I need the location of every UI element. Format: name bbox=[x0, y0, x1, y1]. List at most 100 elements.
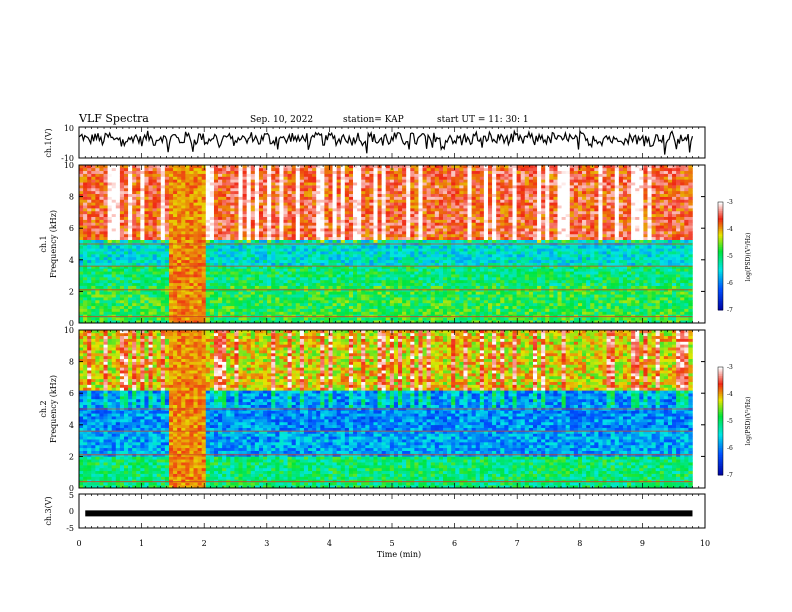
spectrogram-cell bbox=[385, 294, 391, 298]
spectrogram-cell bbox=[357, 279, 362, 284]
spectrogram-cell bbox=[87, 300, 92, 304]
spectrogram-cell bbox=[361, 285, 366, 289]
spectrogram-cell bbox=[258, 219, 264, 223]
spectrogram-cell bbox=[246, 196, 252, 200]
spectrogram-cell bbox=[254, 182, 260, 186]
spectrogram-cell bbox=[267, 294, 272, 298]
spectrogram-cell bbox=[132, 300, 137, 304]
spectrogram-cell bbox=[177, 173, 182, 177]
spectrogram-cell bbox=[426, 251, 432, 255]
spectrogram-cell bbox=[230, 228, 235, 232]
spectrogram-cell bbox=[279, 274, 284, 278]
spectrogram-cell bbox=[222, 245, 227, 249]
spectrogram-cell bbox=[320, 285, 325, 289]
spectrogram-cell bbox=[402, 239, 407, 243]
spectrogram-cell bbox=[348, 279, 354, 284]
spectrogram-cell bbox=[238, 302, 243, 307]
spectrogram-cell bbox=[222, 187, 227, 192]
spectrogram-cell bbox=[340, 279, 346, 284]
spectrogram-cell bbox=[389, 285, 395, 289]
spectrogram-cell bbox=[148, 231, 153, 235]
spectrogram-cell bbox=[205, 222, 211, 226]
spectrogram-cell bbox=[340, 236, 346, 240]
spectrogram-cell bbox=[87, 305, 92, 309]
spectrogram-cell bbox=[250, 274, 256, 278]
spectrogram-cell bbox=[250, 259, 256, 263]
spectrogram-cell bbox=[291, 216, 297, 220]
spectrogram-cell bbox=[193, 251, 198, 255]
spectrogram-cell bbox=[140, 199, 145, 203]
spectrogram-cell bbox=[385, 199, 391, 203]
spectrogram-cell bbox=[271, 219, 276, 223]
spectrogram-cell bbox=[357, 202, 362, 206]
spectrogram-cell bbox=[238, 256, 243, 261]
spectrogram-cell bbox=[332, 210, 337, 215]
spectrogram-cell bbox=[103, 225, 108, 229]
spectrogram-cell bbox=[369, 308, 374, 312]
spectrogram-cell bbox=[283, 196, 288, 200]
spectrogram-cell bbox=[254, 187, 260, 192]
spectrogram-cell bbox=[246, 314, 252, 318]
spectrogram-cell bbox=[271, 277, 276, 281]
spectrogram-cell bbox=[295, 311, 301, 315]
spectrogram-cell bbox=[275, 265, 280, 269]
spectrogram-cell bbox=[308, 294, 313, 298]
spectrogram-cell bbox=[111, 199, 117, 203]
spectrogram-cell bbox=[242, 190, 247, 195]
spectrogram-cell bbox=[385, 248, 391, 252]
spectrogram-cell bbox=[312, 271, 317, 275]
spectrogram-cell bbox=[218, 277, 223, 281]
spectrogram-cell bbox=[340, 176, 346, 180]
spectrogram-cell bbox=[103, 231, 108, 235]
spectrogram-cell bbox=[218, 282, 223, 286]
spectrogram-cell bbox=[414, 320, 419, 324]
spectrogram-cell bbox=[152, 271, 158, 275]
spectrogram-cell bbox=[336, 165, 342, 169]
spectrogram-cell bbox=[119, 277, 125, 281]
spectrogram-cell bbox=[168, 314, 174, 318]
spectrogram-cell bbox=[312, 233, 317, 238]
spectrogram-cell bbox=[197, 236, 202, 240]
spectrogram-cell bbox=[316, 300, 321, 304]
spectrogram-cell bbox=[389, 173, 395, 177]
spectrogram-cell bbox=[238, 208, 243, 212]
spectrogram-cell bbox=[99, 314, 104, 318]
spectrogram-cell bbox=[160, 300, 166, 304]
spectrogram-cell bbox=[189, 311, 194, 315]
spectrogram-cell bbox=[242, 228, 247, 232]
spectrogram-cell bbox=[128, 245, 133, 249]
spectrogram-cell bbox=[99, 176, 104, 180]
spectrogram-cell bbox=[406, 196, 411, 200]
spectrogram-cell bbox=[173, 285, 178, 289]
spectrogram-cell bbox=[173, 320, 178, 324]
spectrogram-cell bbox=[418, 202, 423, 206]
spectrogram-cell bbox=[410, 222, 415, 226]
spectrogram-cell bbox=[136, 185, 141, 189]
spectrogram-cell bbox=[107, 182, 113, 186]
spectrogram-cell bbox=[271, 173, 276, 177]
spectrogram-cell bbox=[160, 320, 166, 324]
spectrogram-cell bbox=[128, 210, 133, 215]
spectrogram-cell bbox=[222, 213, 227, 218]
spectrogram-cell bbox=[254, 291, 260, 295]
spectrogram-cell bbox=[144, 167, 149, 172]
spectrogram-cell bbox=[168, 268, 174, 272]
spectrogram-cell bbox=[119, 274, 125, 278]
spectrogram-cell bbox=[365, 245, 370, 249]
spectrogram-cell bbox=[275, 205, 280, 209]
spectrogram-cell bbox=[426, 300, 432, 304]
spectrogram-cell bbox=[230, 165, 235, 169]
spectrogram-cell bbox=[254, 308, 260, 312]
spectrogram-cell bbox=[308, 259, 313, 263]
spectrogram-cell bbox=[185, 300, 190, 304]
spectrogram-cell bbox=[115, 205, 121, 209]
spectrogram-cell bbox=[365, 308, 370, 312]
spectrogram-cell bbox=[111, 314, 117, 318]
spectrogram-cell bbox=[389, 187, 395, 192]
spectrogram-cell bbox=[189, 302, 194, 307]
spectrogram-cell bbox=[398, 182, 403, 186]
spectrogram-cell bbox=[332, 245, 337, 249]
spectrogram-cell bbox=[181, 208, 186, 212]
spectrogram-cell bbox=[291, 271, 297, 275]
spectrogram-cell bbox=[299, 222, 305, 226]
